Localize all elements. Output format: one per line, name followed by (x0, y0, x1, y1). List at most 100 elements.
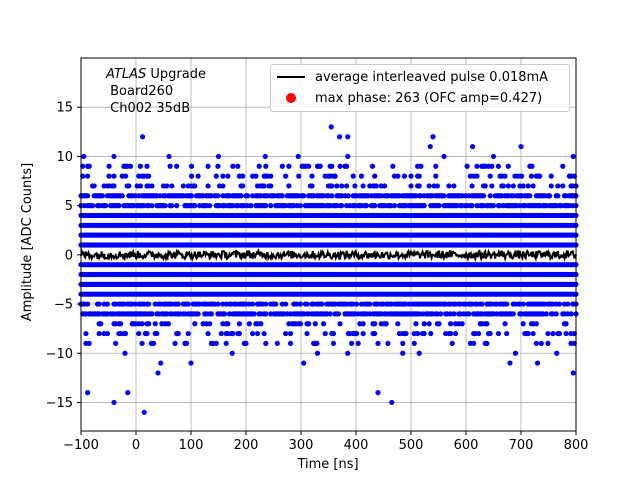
scatter-point (85, 193, 91, 199)
x-axis-ticks: −100 0 100 200 300 400 500 600 700 800 (63, 431, 588, 453)
scatter-point (451, 183, 457, 189)
scatter-point (122, 350, 128, 356)
scatter-point (306, 163, 312, 169)
scatter-point (85, 301, 91, 307)
scatter-point (229, 350, 235, 356)
scatter-point (246, 321, 252, 327)
scatter-point (139, 321, 145, 327)
scatter-point (111, 153, 117, 160)
scatter-point (162, 203, 168, 209)
scatter-point (263, 203, 269, 209)
scatter-point (86, 340, 92, 347)
scatter-point (327, 311, 333, 317)
scatter-point (283, 301, 289, 307)
scatter-point (195, 173, 201, 179)
scatter-point (262, 153, 268, 160)
scatter-point (220, 183, 226, 189)
scatter-point (286, 163, 292, 169)
scatter-point (314, 340, 320, 347)
scatter-point (487, 173, 493, 179)
scatter-point (446, 183, 452, 189)
legend-line-swatch (277, 76, 305, 78)
scatter-point (345, 193, 351, 199)
scatter-point (205, 330, 211, 337)
scatter-point (236, 330, 242, 337)
scatter-point (215, 153, 222, 160)
scatter-point (434, 183, 440, 189)
scatter-point (279, 163, 285, 169)
scatter-point (533, 340, 540, 347)
scatter-point (312, 321, 318, 327)
scatter-point (274, 340, 280, 347)
legend-dot-swatch (277, 93, 305, 103)
scatter-point (332, 173, 338, 179)
scatter-point (550, 330, 556, 337)
scatter-point (479, 301, 485, 307)
scatter-point (122, 173, 129, 179)
scatter-point (382, 183, 388, 189)
scatter-point (253, 173, 259, 179)
scatter-point (449, 340, 455, 347)
scatter-point (418, 163, 424, 169)
x-tick-label: 500 (399, 438, 424, 453)
scatter-point (525, 330, 531, 337)
scatter-point (119, 193, 125, 199)
scatter-point (320, 321, 327, 327)
x-tick-label: 800 (564, 438, 589, 453)
y-tick-label: −5 (54, 298, 73, 313)
scatter-point (520, 183, 526, 189)
scatter-point (268, 203, 274, 209)
scatter-point (408, 173, 414, 179)
scatter-point (96, 330, 102, 337)
x-tick-label: 300 (289, 438, 314, 453)
scatter-point (175, 301, 181, 307)
scatter-point (353, 330, 360, 337)
scatter-point (106, 173, 112, 179)
scatter-point (172, 340, 178, 347)
scatter-point (452, 330, 459, 337)
scatter-point (188, 173, 195, 179)
scatter-point (389, 399, 395, 406)
scatter-point (504, 330, 510, 337)
scatter-point (85, 173, 91, 179)
scatter-point (537, 173, 543, 179)
scatter-point (188, 163, 195, 169)
scatter-point (400, 340, 406, 347)
scatter-point (367, 301, 373, 307)
x-axis-label: Time [ns] (296, 457, 358, 472)
y-tick-label: 0 (65, 248, 73, 263)
scatter-point (518, 143, 524, 150)
scatter-point (286, 183, 292, 189)
scatter-point (122, 330, 129, 337)
scatter-point (146, 301, 152, 307)
scatter-point (136, 330, 142, 337)
scatter-point (556, 301, 563, 307)
scatter-point (207, 321, 213, 327)
annotation-board: Board260 (106, 84, 174, 99)
scatter-point (436, 203, 442, 209)
y-tick-label: −10 (46, 347, 73, 362)
scatter-point (568, 311, 574, 317)
scatter-point (563, 330, 569, 337)
scatter-point (441, 153, 447, 160)
scatter-point (144, 163, 150, 169)
scatter-point (416, 173, 422, 179)
scatter-point (344, 163, 350, 169)
scatter-point (416, 183, 422, 189)
scatter-point (283, 330, 289, 337)
scatter-point (166, 153, 172, 160)
scatter-point (254, 330, 261, 337)
scatter-point (248, 203, 254, 209)
scatter-point (208, 311, 214, 317)
scatter-point (337, 163, 343, 169)
scatter-point (137, 183, 143, 189)
scatter-point (158, 360, 164, 366)
scatter-point (297, 321, 304, 327)
scatter-point (261, 183, 267, 189)
scatter-point (263, 301, 269, 307)
scatter-point (250, 301, 256, 307)
scatter-point (329, 163, 335, 169)
scatter-point (421, 330, 427, 337)
scatter-point (225, 173, 231, 179)
scatter-point (192, 203, 198, 209)
